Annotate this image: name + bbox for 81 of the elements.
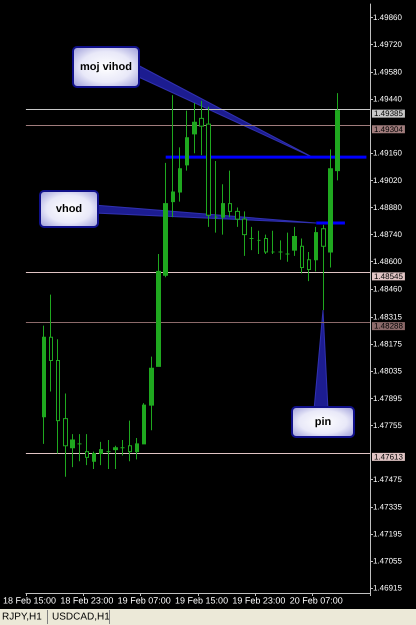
x-tick-label: 19 Feb 23:00 bbox=[232, 596, 286, 606]
candlestick bbox=[300, 238, 304, 274]
ref-line-label: 1.49385 bbox=[374, 109, 404, 118]
candlestick bbox=[307, 252, 311, 282]
y-tick-label: 1.48315 bbox=[373, 312, 402, 322]
candlestick bbox=[49, 294, 53, 392]
annotation: pin bbox=[314, 416, 332, 428]
candlestick bbox=[278, 240, 283, 260]
candlestick bbox=[257, 230, 261, 254]
candlestick bbox=[214, 160, 218, 234]
y-tick-label: 1.48740 bbox=[373, 230, 402, 240]
y-tick-label: 1.47055 bbox=[373, 556, 402, 566]
candlestick bbox=[142, 402, 146, 444]
candlestick bbox=[249, 226, 254, 251]
candlestick bbox=[335, 92, 340, 181]
ref-line-label: 1.49304 bbox=[374, 124, 404, 134]
candlestick bbox=[192, 102, 197, 154]
y-tick-label: 1.48880 bbox=[373, 202, 402, 212]
candlestick bbox=[63, 392, 68, 478]
y-tick-label: 1.47335 bbox=[373, 502, 402, 512]
candlestick bbox=[135, 438, 139, 460]
candlestick bbox=[221, 184, 225, 236]
y-tick-label: 1.47475 bbox=[373, 475, 402, 484]
candlestick bbox=[99, 441, 103, 466]
candlestick bbox=[156, 253, 161, 367]
candlestick bbox=[85, 434, 89, 466]
candlestick bbox=[314, 226, 318, 272]
candlestick bbox=[120, 439, 125, 456]
candlestick bbox=[42, 325, 46, 444]
candlestick bbox=[70, 434, 75, 468]
y-tick-label: 1.48175 bbox=[373, 340, 402, 349]
y-tick-label: 1.49580 bbox=[373, 67, 402, 76]
y-tick-label: 1.48600 bbox=[373, 257, 402, 266]
candlestick bbox=[185, 110, 189, 172]
ref-line-label: 1.47613 bbox=[374, 452, 404, 462]
y-tick-label: 1.49860 bbox=[373, 13, 402, 22]
text: RJPY,H1 bbox=[2, 612, 42, 622]
y-tick-label: 1.49160 bbox=[373, 148, 402, 158]
y-tick-label: 1.47195 bbox=[373, 529, 402, 538]
candlestick bbox=[285, 232, 290, 262]
y-tick-label: 1.47755 bbox=[373, 420, 402, 430]
candlestick bbox=[106, 439, 111, 470]
candlestick bbox=[92, 451, 96, 470]
candlestick bbox=[171, 94, 175, 218]
y-tick-label: 1.49440 bbox=[373, 94, 402, 104]
callout: vhod bbox=[39, 190, 316, 228]
candlestick bbox=[228, 170, 232, 218]
candlestick bbox=[206, 106, 211, 228]
candlestick bbox=[178, 146, 182, 202]
x-tick-label: 18 Feb 15:00 bbox=[2, 596, 56, 606]
candlestick bbox=[128, 420, 132, 462]
y-tick-label: 1.46915 bbox=[373, 584, 402, 593]
candlestick bbox=[264, 234, 268, 254]
candlestick bbox=[271, 230, 275, 254]
candlestick bbox=[113, 445, 118, 470]
candlestick bbox=[321, 224, 326, 311]
y-tick-label: 1.48460 bbox=[373, 284, 402, 294]
ref-line-label: 1.48545 bbox=[374, 272, 404, 281]
annotation: vhod bbox=[56, 203, 82, 215]
candlestick bbox=[328, 148, 333, 268]
y-tick-label: 1.47895 bbox=[373, 394, 402, 403]
ref-line-label: 1.48288 bbox=[374, 322, 404, 331]
candlestick bbox=[199, 100, 204, 156]
annotation: moj vihod bbox=[80, 61, 132, 73]
candlestick bbox=[77, 434, 82, 462]
text: USDCAD,H1 bbox=[52, 612, 110, 622]
candlestick bbox=[163, 162, 168, 278]
y-tick-label: 1.48035 bbox=[373, 366, 402, 376]
callout: moj vihod bbox=[72, 46, 312, 158]
x-tick-label: 20 Feb 07:00 bbox=[290, 596, 343, 606]
callout: pin bbox=[291, 310, 355, 438]
candlestick bbox=[56, 338, 60, 454]
candlestick bbox=[292, 226, 297, 256]
y-tick-label: 1.49720 bbox=[373, 40, 402, 50]
x-tick-label: 18 Feb 23:00 bbox=[60, 596, 114, 606]
x-tick-label: 19 Feb 07:00 bbox=[118, 596, 171, 606]
candlestick bbox=[235, 206, 240, 228]
candlestick bbox=[149, 356, 154, 431]
candlestick bbox=[242, 210, 247, 256]
y-tick-label: 1.49020 bbox=[373, 176, 402, 185]
x-tick-label: 19 Feb 15:00 bbox=[175, 596, 228, 606]
